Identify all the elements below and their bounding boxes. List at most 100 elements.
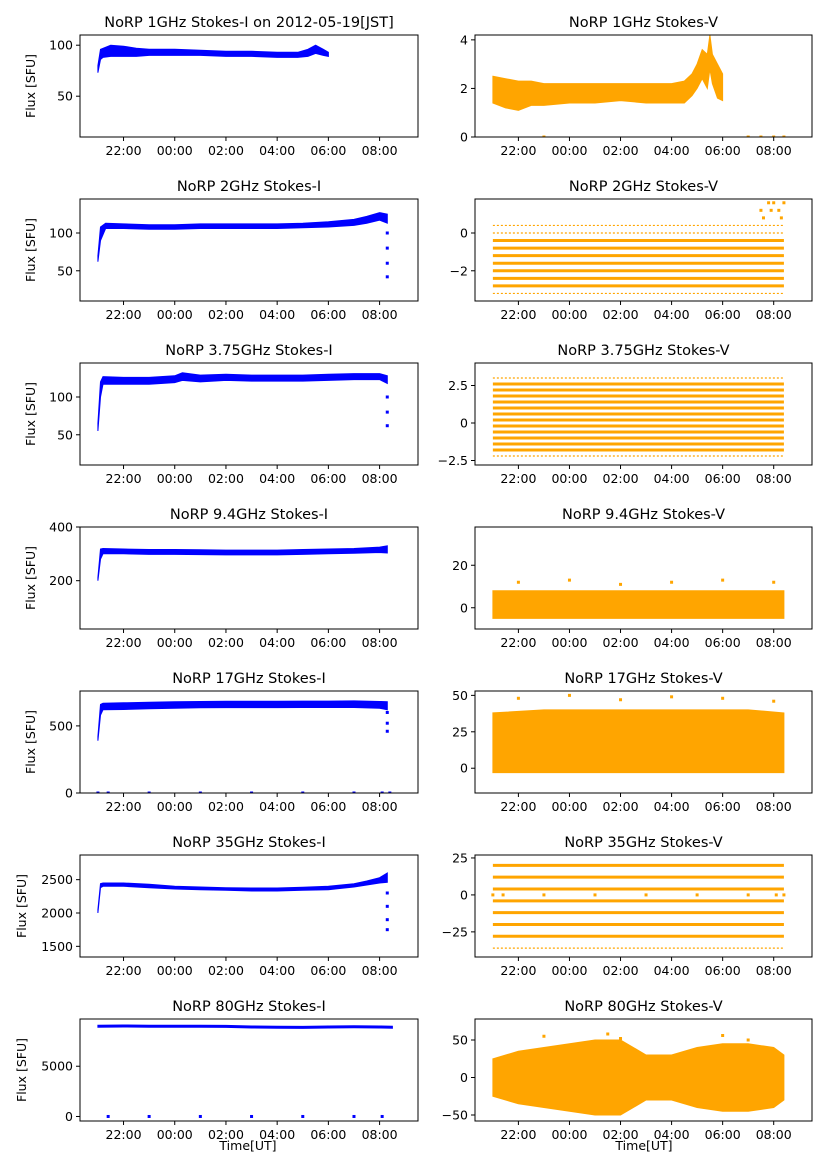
- axes-frame: [79, 34, 419, 138]
- data-point: [385, 918, 389, 922]
- x-tick-label: 04:00: [259, 1127, 295, 1142]
- x-tick-label: 02:00: [603, 1127, 639, 1142]
- axes-frame: [79, 690, 419, 794]
- data-point: [670, 695, 674, 699]
- y-tick-label: 50: [57, 427, 73, 442]
- plot-area: [97, 545, 388, 581]
- y-tick-label: 50: [452, 1033, 468, 1048]
- data-point: [746, 135, 750, 137]
- data-point: [385, 246, 389, 250]
- data-point: [385, 721, 389, 725]
- axes-frame: [474, 690, 813, 794]
- x-axis-label-left: Time[UT]: [218, 1138, 276, 1153]
- panel-35ghz-i: NoRP 35GHz Stokes-I 22:00 00:00 02:00 04:00 0…: [14, 835, 419, 978]
- y-tick-label: 1500: [41, 939, 73, 954]
- panel-35ghz-v: NoRP 35GHz Stokes-V 22:00 00:00 02:00 04:00 0…: [442, 835, 813, 978]
- y-axis-label: Flux [SFU]: [14, 1038, 29, 1102]
- panel-17ghz-i: NoRP 17GHz Stokes-I 22:00 00:00 02:00 04:00 0…: [23, 671, 419, 814]
- x-tick-label: 02:00: [208, 1127, 244, 1142]
- data-point: [777, 208, 781, 212]
- plot-area: [491, 863, 786, 949]
- x-tick-label: 04:00: [259, 307, 295, 322]
- x-tick-label: 08:00: [362, 307, 398, 322]
- x-tick-label: 08:00: [362, 1127, 398, 1142]
- y-tick-label: 50: [57, 89, 73, 104]
- y-tick-label: 0: [460, 1070, 468, 1085]
- data-point: [385, 395, 389, 399]
- x-tick-label: 04:00: [259, 963, 295, 978]
- panel-80ghz-v: NoRP 80GHz Stokes-V 22:00 00:00 02:00 04:00 0…: [442, 999, 813, 1142]
- data-point: [542, 1034, 546, 1038]
- x-tick-label: 22:00: [106, 799, 142, 814]
- y-tick-label: 50: [452, 688, 468, 703]
- x-tick-label: 02:00: [208, 799, 244, 814]
- x-tick-label: 00:00: [157, 799, 193, 814]
- x-tick-label: 08:00: [756, 307, 792, 322]
- chart-title: NoRP 2GHz Stokes-I: [177, 179, 321, 195]
- data-point: [746, 1038, 750, 1042]
- x-tick-label: 04:00: [654, 635, 690, 650]
- x-tick-label: 22:00: [500, 799, 536, 814]
- y-tick-label: 25: [452, 850, 468, 865]
- data-point: [147, 1114, 151, 1118]
- data-point: [619, 698, 623, 702]
- data-band: [492, 590, 785, 619]
- data-point: [746, 893, 750, 897]
- x-tick-label: 02:00: [603, 635, 639, 650]
- y-axis-label: Flux [SFU]: [14, 874, 29, 938]
- y-tick-label: 400: [49, 520, 73, 535]
- y-tick-label: −2: [450, 263, 468, 278]
- y-tick-label: 500: [49, 718, 73, 733]
- chart-title: NoRP 2GHz Stokes-V: [569, 179, 718, 195]
- data-point: [385, 904, 389, 908]
- x-tick-label: 08:00: [362, 963, 398, 978]
- data-band: [492, 1039, 785, 1116]
- data-point: [352, 1114, 356, 1118]
- data-point: [619, 582, 623, 586]
- chart-title: NoRP 80GHz Stokes-V: [564, 999, 722, 1015]
- data-point: [772, 135, 776, 137]
- data-point: [198, 1114, 202, 1118]
- x-tick-label: 22:00: [500, 471, 536, 486]
- data-point: [516, 696, 520, 700]
- axes-frame: [79, 854, 419, 958]
- y-tick-label: 50: [57, 263, 73, 278]
- data-point: [491, 893, 495, 897]
- x-tick-label: 02:00: [603, 307, 639, 322]
- y-tick-label: −2.5: [438, 453, 468, 468]
- data-point: [250, 1114, 254, 1118]
- chart-title: NoRP 1GHz Stokes-I on 2012-05-19[JST]: [104, 15, 394, 31]
- x-tick-label: 04:00: [654, 143, 690, 158]
- y-axis-label: Flux [SFU]: [23, 546, 38, 610]
- y-tick-label: 2: [460, 81, 468, 96]
- chart-title: NoRP 35GHz Stokes-I: [172, 835, 326, 851]
- data-point: [380, 791, 384, 793]
- data-band: [97, 872, 388, 914]
- chart-title: NoRP 9.4GHz Stokes-I: [170, 507, 328, 523]
- data-point: [106, 791, 110, 793]
- x-axis-label-right: Time[UT]: [614, 1138, 672, 1153]
- x-tick-label: 02:00: [208, 471, 244, 486]
- x-tick-label: 00:00: [551, 143, 587, 158]
- x-tick-label: 02:00: [603, 799, 639, 814]
- y-axis-label: Flux [SFU]: [23, 54, 38, 118]
- panel-2ghz-i: NoRP 2GHz Stokes-I 22:00 00:00 02:00 04:00 06…: [23, 179, 419, 322]
- data-point: [385, 891, 389, 895]
- x-tick-label: 04:00: [654, 471, 690, 486]
- x-tick-label: 04:00: [259, 471, 295, 486]
- y-tick-label: 2500: [41, 872, 73, 887]
- x-tick-label: 02:00: [603, 471, 639, 486]
- panel-2ghz-v: NoRP 2GHz Stokes-V 22:00 00:00 02:00 04:00 06…: [450, 179, 813, 322]
- panel-1ghz-v: NoRP 1GHz Stokes-V 22:00 00:00 02:00 04:00 06…: [460, 15, 813, 158]
- axes-frame: [79, 526, 419, 630]
- y-tick-label: 0: [65, 786, 73, 801]
- data-point: [759, 208, 763, 212]
- data-point: [385, 231, 389, 235]
- x-tick-label: 00:00: [157, 471, 193, 486]
- data-point: [147, 791, 151, 793]
- x-tick-label: 00:00: [157, 963, 193, 978]
- x-tick-label: 08:00: [756, 963, 792, 978]
- y-axis-label: Flux [SFU]: [23, 218, 38, 282]
- data-point: [772, 580, 776, 584]
- x-tick-label: 06:00: [310, 307, 346, 322]
